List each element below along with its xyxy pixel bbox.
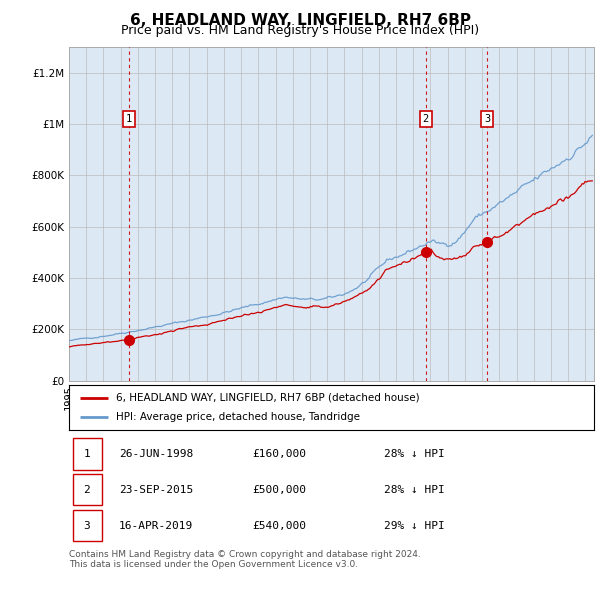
FancyBboxPatch shape xyxy=(73,438,101,470)
Text: 28% ↓ HPI: 28% ↓ HPI xyxy=(384,449,445,459)
Text: HPI: Average price, detached house, Tandridge: HPI: Average price, detached house, Tand… xyxy=(116,412,360,422)
Text: 1: 1 xyxy=(126,114,132,124)
Text: Price paid vs. HM Land Registry's House Price Index (HPI): Price paid vs. HM Land Registry's House … xyxy=(121,24,479,37)
Text: 6, HEADLAND WAY, LINGFIELD, RH7 6BP (detached house): 6, HEADLAND WAY, LINGFIELD, RH7 6BP (det… xyxy=(116,393,420,402)
Text: 3: 3 xyxy=(83,520,90,530)
Text: 16-APR-2019: 16-APR-2019 xyxy=(119,520,193,530)
Text: 26-JUN-1998: 26-JUN-1998 xyxy=(119,449,193,459)
Text: Contains HM Land Registry data © Crown copyright and database right 2024.
This d: Contains HM Land Registry data © Crown c… xyxy=(69,550,421,569)
Text: 6, HEADLAND WAY, LINGFIELD, RH7 6BP: 6, HEADLAND WAY, LINGFIELD, RH7 6BP xyxy=(130,13,470,28)
Text: 29% ↓ HPI: 29% ↓ HPI xyxy=(384,520,445,530)
Text: 3: 3 xyxy=(484,114,490,124)
Text: 28% ↓ HPI: 28% ↓ HPI xyxy=(384,485,445,494)
Text: £160,000: £160,000 xyxy=(253,449,307,459)
FancyBboxPatch shape xyxy=(73,474,101,506)
Text: 1: 1 xyxy=(83,449,90,459)
Text: £540,000: £540,000 xyxy=(253,520,307,530)
FancyBboxPatch shape xyxy=(73,510,101,541)
Text: 2: 2 xyxy=(423,114,429,124)
Text: £500,000: £500,000 xyxy=(253,485,307,494)
Text: 23-SEP-2015: 23-SEP-2015 xyxy=(119,485,193,494)
Text: 2: 2 xyxy=(83,485,90,494)
